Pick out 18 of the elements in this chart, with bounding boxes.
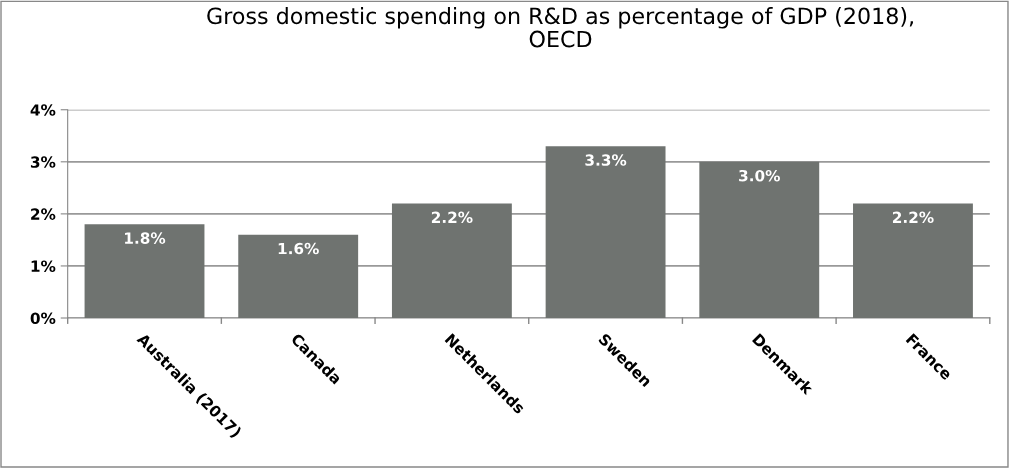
y-tick-label: 4% (30, 104, 56, 116)
chart-title: Gross domestic spending on R&D as percentage of GDP (2018), OECD (207, 7, 913, 48)
bar (699, 161, 820, 319)
data-label: 3.0% (739, 169, 780, 182)
bar (545, 146, 666, 319)
data-label: 2.2% (892, 211, 934, 224)
y-tick-label: 0% (30, 312, 56, 325)
bar (391, 203, 512, 319)
y-tick-label: 3% (30, 156, 56, 168)
y-tick-label: 1% (31, 260, 56, 272)
y-tick-label: 2% (31, 208, 56, 220)
bar (84, 224, 205, 319)
bar (238, 234, 359, 319)
data-label: 2.2% (431, 211, 473, 224)
data-label: 1.8% (125, 232, 166, 244)
bar (853, 203, 973, 319)
data-label: 3.3% (585, 154, 627, 166)
data-label: 1.6% (278, 242, 319, 255)
